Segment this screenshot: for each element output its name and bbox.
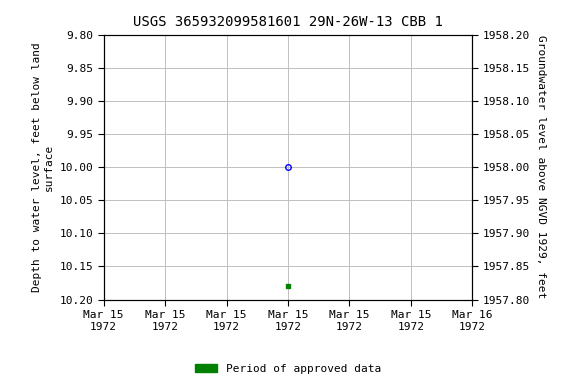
Title: USGS 365932099581601 29N-26W-13 CBB 1: USGS 365932099581601 29N-26W-13 CBB 1 [133, 15, 443, 29]
Y-axis label: Groundwater level above NGVD 1929, feet: Groundwater level above NGVD 1929, feet [536, 35, 545, 299]
Legend: Period of approved data: Period of approved data [191, 359, 385, 379]
Y-axis label: Depth to water level, feet below land
surface: Depth to water level, feet below land su… [32, 42, 54, 292]
